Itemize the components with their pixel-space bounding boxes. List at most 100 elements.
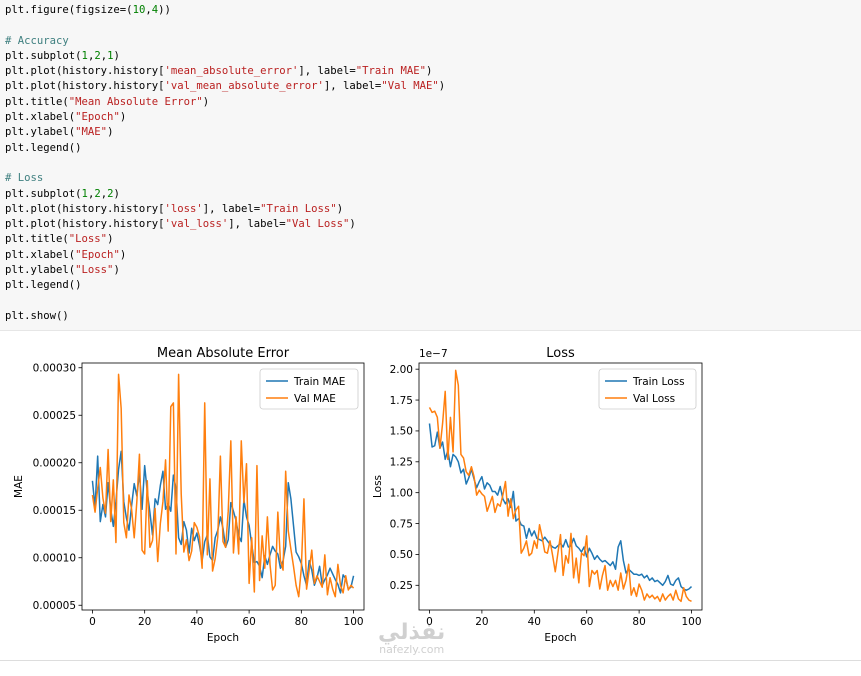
code-token: )	[202, 95, 210, 108]
code-token: plt.xlabel(	[5, 111, 76, 124]
y-tick-label: 0.25	[390, 580, 413, 592]
code-token: ,	[145, 4, 152, 16]
y-tick-label: 1.25	[390, 457, 413, 469]
chart-title: Loss	[546, 346, 575, 361]
code-token: )	[119, 248, 127, 261]
code-token: 'mean_absolute_error'	[164, 65, 299, 78]
code-token: )	[107, 126, 114, 139]
code-line: plt.ylabel("Loss")	[5, 263, 861, 278]
code-token: "Epoch"	[75, 111, 120, 124]
code-line: # Loss	[5, 171, 861, 186]
code-token: # Accuracy	[5, 34, 69, 47]
code-token: ], label=	[298, 65, 356, 78]
code-token: )	[113, 264, 120, 277]
x-axis-label: Epoch	[207, 632, 239, 644]
watermark-arabic: نفذلي	[378, 620, 446, 645]
code-line: plt.title("Loss")	[5, 232, 861, 247]
code-line	[5, 156, 861, 171]
code-token: 2	[94, 187, 101, 200]
code-token: plt.legend()	[5, 279, 82, 292]
code-token: ,	[87, 187, 95, 200]
series-line-0	[428, 423, 693, 591]
y-tick-label: 0.00020	[33, 458, 76, 470]
code-token: "Loss"	[68, 233, 108, 246]
code-token: 1	[107, 49, 114, 62]
y-tick-label: 0.50	[390, 549, 413, 561]
legend-label: Val MAE	[294, 393, 336, 405]
x-tick-label: 60	[580, 616, 593, 628]
code-token: plt.figure(figsize=(	[5, 4, 133, 16]
code-token: plt.plot(history.history[	[5, 80, 165, 93]
x-tick-label: 100	[344, 616, 364, 628]
code-line: plt.plot(history.history['val_loss'], la…	[5, 217, 861, 232]
y-tick-label: 0.00030	[33, 363, 76, 375]
code-token: ], label=	[323, 80, 382, 93]
code-token: plt.title(	[5, 233, 69, 246]
code-token: "Val Loss"	[285, 218, 350, 231]
output-divider	[0, 660, 861, 661]
code-line: plt.plot(history.history['loss'], label=…	[5, 202, 861, 217]
code-line: plt.ylabel("MAE")	[5, 125, 861, 140]
code-token: ))	[158, 4, 171, 16]
code-token: plt.legend()	[5, 141, 82, 154]
y-tick-label: 1.75	[390, 395, 413, 407]
code-token: plt.subplot(	[5, 49, 82, 62]
code-line: plt.figure(figsize=(10,4))	[5, 3, 861, 18]
code-token: 4	[151, 4, 159, 16]
code-token: 'loss'	[164, 202, 203, 215]
x-tick-label: 80	[632, 616, 645, 628]
code-token: "Train Loss"	[260, 202, 337, 215]
code-token: ,	[87, 49, 95, 62]
x-tick-label: 0	[89, 616, 96, 628]
y-axis-label: Loss	[372, 475, 384, 498]
x-tick-label: 60	[242, 616, 255, 628]
y-tick-label: 0.75	[390, 518, 413, 530]
x-tick-label: 40	[528, 616, 541, 628]
code-line: plt.title("Mean Absolute Error")	[5, 95, 861, 110]
cell-divider	[0, 330, 861, 331]
axis-offset-text: 1e−7	[419, 348, 448, 360]
code-token: plt.plot(history.history[	[5, 202, 165, 215]
code-token: ,	[100, 187, 108, 200]
code-token: plt.show()	[5, 309, 69, 322]
code-token: 10	[132, 4, 146, 16]
y-tick-label: 1.00	[390, 487, 413, 499]
code-token: )	[119, 111, 127, 124]
legend-label: Val Loss	[633, 393, 675, 405]
x-tick-label: 100	[681, 616, 701, 628]
code-line: plt.show()	[5, 309, 861, 324]
code-line: plt.plot(history.history['val_mean_absol…	[5, 79, 861, 94]
code-token: "Mean Absolute Error"	[68, 95, 203, 108]
x-tick-label: 20	[475, 616, 488, 628]
code-token: "Epoch"	[75, 248, 120, 261]
code-line: plt.xlabel("Epoch")	[5, 110, 861, 125]
code-line: plt.xlabel("Epoch")	[5, 248, 861, 263]
code-token: )	[349, 218, 356, 231]
watermark-logo: نفذلي nafezly.com	[378, 622, 445, 656]
y-tick-label: 0.00015	[33, 505, 76, 517]
code-token: plt.subplot(	[5, 187, 82, 200]
code-line: plt.legend()	[5, 141, 861, 156]
code-token: 'val_mean_absolute_error'	[164, 80, 324, 93]
y-tick-label: 0.00010	[33, 553, 76, 565]
output-figure: 0 20 40 60 80 100 0.00005 0.00010 0.00015 0.00020…	[13, 346, 703, 644]
x-tick-label: 80	[295, 616, 308, 628]
code-token: 'val_loss'	[164, 218, 229, 231]
code-line	[5, 294, 861, 309]
y-tick-label: 0.00005	[33, 600, 76, 612]
code-token: # Loss	[5, 172, 44, 185]
watermark-latin: nafezly.com	[379, 643, 445, 656]
y-tick-label: 0.00025	[33, 410, 76, 422]
chart-title: Mean Absolute Error	[157, 346, 290, 361]
code-token: 2	[107, 187, 114, 200]
x-tick-label: 20	[138, 616, 151, 628]
series-line-1	[91, 373, 355, 598]
code-line: # Accuracy	[5, 34, 861, 49]
code-token: )	[113, 187, 120, 200]
legend-box	[598, 368, 697, 410]
series-line-1	[428, 369, 692, 603]
code-token: "MAE"	[75, 126, 108, 139]
code-cell[interactable]: plt.figure(figsize=(10,4)) # Accuracy plt…	[0, 0, 861, 330]
code-token: ], label=	[228, 218, 286, 231]
code-token: 1	[81, 187, 88, 200]
